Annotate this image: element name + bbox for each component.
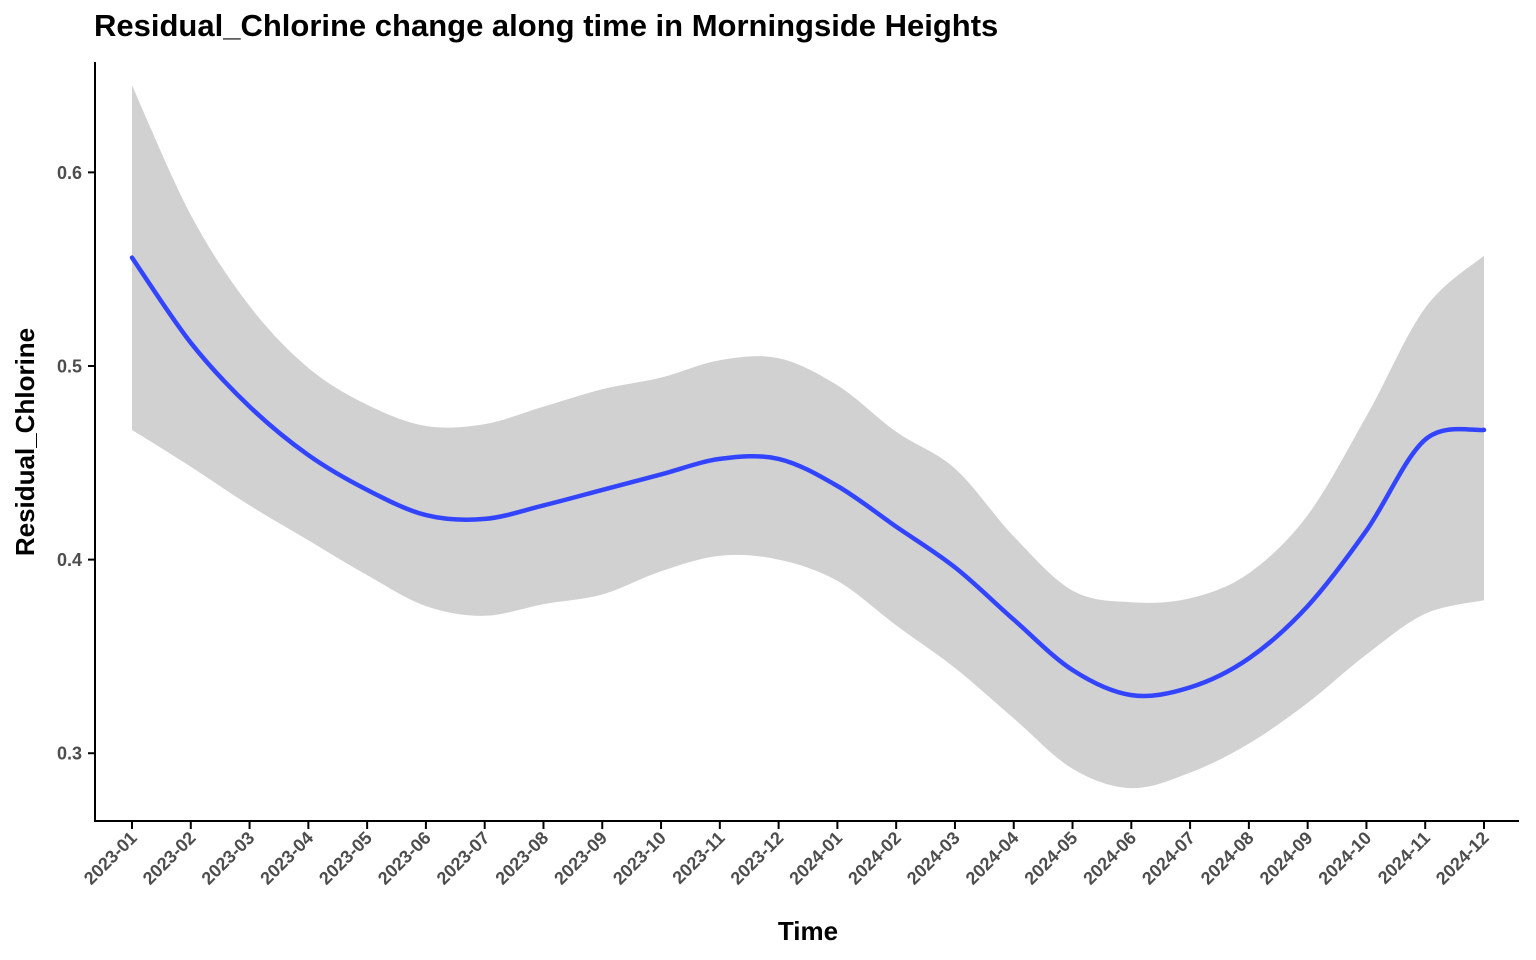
x-tick-label: 2024-10 [1314, 828, 1375, 889]
y-ticks: 0.3 0.4 0.5 0.6 [57, 163, 95, 764]
y-axis-title: Residual_Chlorine [10, 328, 40, 556]
x-axis-title: Time [778, 916, 838, 946]
x-tick-label: 2023-02 [139, 828, 200, 889]
x-tick-label: 2023-01 [80, 828, 141, 889]
x-tick-label: 2024-06 [1079, 828, 1140, 889]
x-tick-label: 2023-07 [433, 828, 494, 889]
x-tick-label: 2024-02 [844, 828, 905, 889]
x-tick-label: 2023-08 [491, 828, 552, 889]
x-tick-label: 2023-03 [198, 828, 259, 889]
x-tick-label: 2023-12 [727, 828, 788, 889]
confidence-band-layer [132, 85, 1484, 789]
x-tick-label: 2023-05 [315, 828, 376, 889]
axes-layer [94, 62, 1519, 822]
trend-line [129, 255, 1487, 699]
x-tick-label: 2024-08 [1197, 828, 1258, 889]
y-tick-label: 0.4 [57, 550, 82, 570]
x-tick-label: 2023-10 [609, 828, 670, 889]
x-tick-label: 2024-03 [903, 828, 964, 889]
y-tick-label: 0.3 [57, 744, 82, 764]
trend-line-layer [129, 255, 1487, 699]
x-ticks: 2023-012023-022023-032023-042023-052023-… [80, 821, 1493, 889]
confidence-band [132, 85, 1484, 789]
y-tick-label: 0.6 [57, 163, 82, 183]
x-tick-label: 2024-04 [962, 828, 1023, 889]
y-tick-label: 0.5 [57, 356, 82, 376]
x-tick-label: 2024-11 [1374, 828, 1434, 888]
x-tick-label: 2023-09 [550, 828, 611, 889]
x-tick-label: 2024-12 [1432, 828, 1493, 889]
x-tick-label: 2024-09 [1256, 828, 1317, 889]
x-tick-label: 2023-04 [256, 828, 317, 889]
x-tick-label: 2023-11 [668, 828, 728, 888]
x-tick-label: 2024-07 [1138, 828, 1199, 889]
x-tick-label: 2024-05 [1020, 828, 1081, 889]
x-tick-label: 2023-06 [374, 828, 435, 889]
x-tick-label: 2024-01 [785, 828, 846, 889]
chart-title: Residual_Chlorine change along time in M… [94, 8, 999, 43]
